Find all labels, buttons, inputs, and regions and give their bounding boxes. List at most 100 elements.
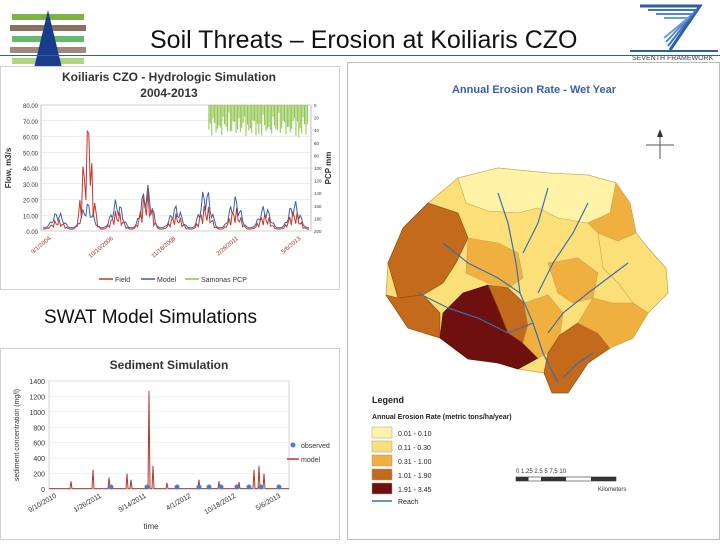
hydro-ytick: 60.00 xyxy=(23,136,39,142)
catchment-map xyxy=(385,167,669,394)
pcp-bar xyxy=(251,105,253,134)
hydro-xtick: 2/26/2011 xyxy=(216,236,240,258)
pcp-bar xyxy=(301,105,303,134)
observed-point xyxy=(246,484,252,490)
hydro-xtick: 10/10/2006 xyxy=(88,236,115,260)
pcp-bar xyxy=(298,105,300,138)
pcp-bar xyxy=(256,105,258,125)
observed-point xyxy=(234,484,240,490)
sediment-ytick: 1200 xyxy=(29,394,45,401)
pcp-bar xyxy=(221,105,223,136)
hydro-y2-ticks: 0 20 40 60 80 100 120 140 160 180 200 xyxy=(314,103,322,234)
title-underline xyxy=(0,55,720,56)
scale-labels: 0 1.25 2.5 5 7.5 10 xyxy=(516,469,567,475)
hydro-xtick: 11/18/2008 xyxy=(151,236,178,260)
pcp-bar xyxy=(225,105,227,127)
pcp-bar xyxy=(241,105,243,128)
sediment-ytick: 1000 xyxy=(29,410,45,417)
pcp-bar xyxy=(255,105,257,136)
pcp-bar xyxy=(274,105,276,126)
sediment-chart-panel: Sediment Simulation 1400 1200 1000 800 600 40… xyxy=(0,348,340,540)
legend-class-label: 0.01 - 0.10 xyxy=(398,431,432,438)
hydro-y2tick: 160 xyxy=(314,204,322,209)
pcp-bar xyxy=(296,105,298,122)
pcp-bar xyxy=(222,105,224,117)
pcp-bar xyxy=(302,105,304,118)
fp7-logo: SEVENTH FRAMEWORK xyxy=(630,0,718,62)
sediment-xlabel: time xyxy=(143,522,159,531)
fp7-text: SEVENTH FRAMEWORK xyxy=(632,55,714,62)
legend-model-sediment: model xyxy=(301,457,321,464)
sediment-ytick: 200 xyxy=(33,472,45,479)
sediment-legend: observed model xyxy=(287,442,330,464)
map-legend-classes: 0.01 - 0.10 0.11 - 0.30 0.31 - 1.00 1.01 - … xyxy=(371,426,432,495)
pcp-bar xyxy=(266,105,268,129)
pcp-bar xyxy=(272,105,274,117)
legend-class-label: 0.11 - 0.30 xyxy=(398,445,431,452)
pcp-bar xyxy=(239,105,241,132)
pcp-bar xyxy=(281,105,283,129)
hydro-ytick: 80.00 xyxy=(23,104,39,110)
pcp-bar xyxy=(231,105,233,131)
legend-class-label: 1.91 - 3.45 xyxy=(398,487,432,494)
legend-class-label: 0.31 - 1.00 xyxy=(398,459,432,466)
hydro-y2tick: 200 xyxy=(314,229,322,234)
pcp-bar xyxy=(268,105,270,127)
hydro-y2label: PCP mm xyxy=(324,152,333,185)
pcp-bar xyxy=(292,105,294,121)
slide-title: Soil Threats – Erosion at Koiliaris CZO xyxy=(150,26,578,54)
legend-observed: observed xyxy=(301,443,330,450)
pcp-bar xyxy=(282,105,284,121)
pcp-bar xyxy=(286,105,288,128)
sediment-ylabel: sediment concentration (mg/l) xyxy=(14,389,21,481)
legend-swatch xyxy=(371,468,393,481)
pcp-bar xyxy=(261,105,263,136)
pcp-bar xyxy=(276,105,278,130)
scale-bar: 0 1.25 2.5 5 7.5 10 Kilometers xyxy=(515,469,626,493)
pcp-bar xyxy=(259,105,261,124)
pcp-bar xyxy=(285,105,287,135)
pcp-bar xyxy=(208,105,210,130)
sediment-xtick: 10/18/2012 xyxy=(203,493,237,517)
legend-pcp: Samonas PCP xyxy=(201,277,247,284)
pcp-bar xyxy=(258,105,260,134)
sediment-xtick: 9/14/2011 xyxy=(118,493,148,514)
pcp-bar xyxy=(218,105,220,126)
hydro-y2tick: 180 xyxy=(314,216,322,221)
sediment-x-ticks: 9/10/2010 1/26/2011 9/14/2011 4/1/2012 10/18… xyxy=(28,493,283,517)
hydro-ytick: 70.00 xyxy=(23,120,39,126)
sediment-ytick: 600 xyxy=(33,441,45,448)
hydro-xtick: 5/6/2013 xyxy=(281,236,303,256)
pcp-bar xyxy=(304,105,306,125)
pcp-bar xyxy=(271,105,273,134)
pcp-bar xyxy=(219,105,221,128)
pcp-bar xyxy=(211,105,213,136)
pcp-bar xyxy=(269,105,271,130)
sediment-ytick: 400 xyxy=(33,456,45,463)
pcp-bar xyxy=(264,105,266,126)
hydro-y-ticks: 80.00 70.00 60.00 50.00 40.00 30.00 20.00 10.00… xyxy=(23,104,39,236)
pcp-bar xyxy=(229,105,231,132)
hydro-ylabel: Flow, m3/s xyxy=(4,147,13,188)
pcp-bar xyxy=(305,105,307,135)
pcp-bar xyxy=(245,105,247,136)
legend-class-label: 1.01 - 1.90 xyxy=(398,473,432,480)
pcp-bar xyxy=(209,105,211,124)
hydro-y2tick: 60 xyxy=(314,141,320,146)
sediment-xtick: 4/1/2012 xyxy=(165,493,192,513)
legend-swatch xyxy=(371,454,393,467)
observed-point xyxy=(196,484,202,490)
pcp-bar xyxy=(215,105,217,133)
map-legend-subtitle: Annual Erosion Rate (metric tons/ha/year… xyxy=(372,414,512,421)
hydrologic-chart-panel: Koiliaris CZO - Hydrologic Simulation 20… xyxy=(0,66,340,290)
sediment-xtick: 9/10/2010 xyxy=(28,493,59,515)
hydro-legend: Field Model Samonas PCP xyxy=(99,277,247,284)
erosion-map-panel: Annual Erosion Rate - Wet Year xyxy=(347,62,720,540)
observed-point xyxy=(206,484,212,490)
pcp-bar xyxy=(212,105,214,118)
legend-model: Model xyxy=(157,277,177,284)
legend-swatch xyxy=(371,440,393,453)
pcp-bar xyxy=(275,105,277,129)
swat-subtitle: SWAT Model Simulations xyxy=(44,307,257,328)
observed-point xyxy=(276,484,282,490)
